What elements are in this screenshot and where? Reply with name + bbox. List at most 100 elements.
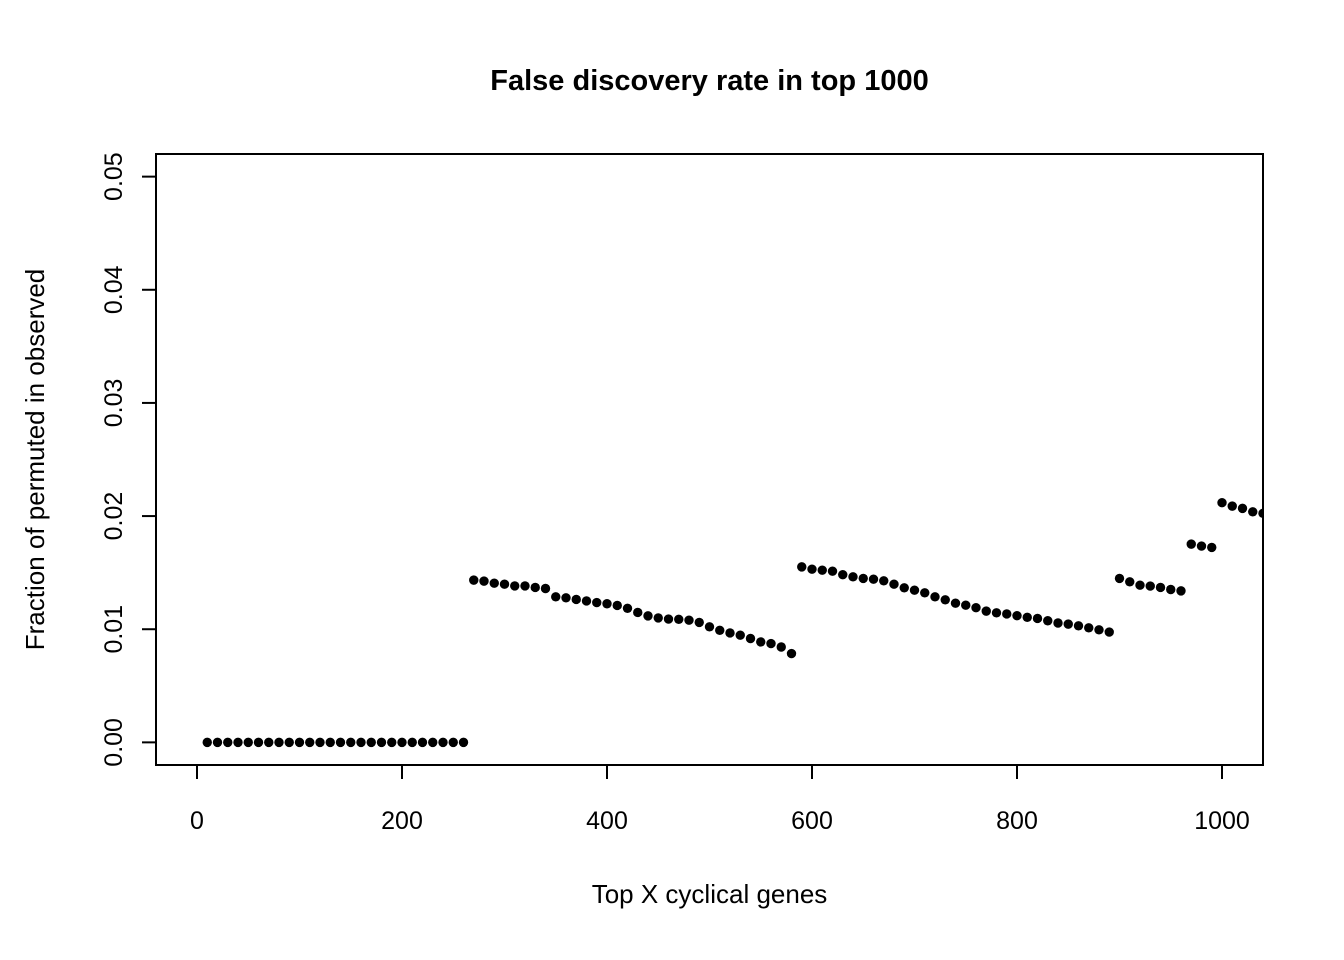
data-point — [602, 599, 612, 609]
data-point — [612, 600, 622, 611]
data-point — [1248, 507, 1258, 517]
data-point — [848, 572, 858, 582]
x-axis-label: Top X cyclical genes — [592, 879, 828, 909]
data-point — [1022, 612, 1032, 623]
data-point — [950, 598, 961, 608]
y-axis-label: Fraction of permuted in observed — [20, 269, 50, 651]
data-point — [1104, 627, 1114, 637]
data-point — [592, 597, 602, 608]
data-point — [510, 581, 520, 591]
data-point — [745, 633, 756, 644]
data-point — [223, 737, 233, 748]
data-point — [991, 608, 1002, 618]
data-point — [1053, 618, 1063, 628]
plot-box — [155, 153, 1264, 766]
data-point — [1094, 625, 1104, 635]
data-point — [899, 583, 909, 593]
data-point — [1258, 508, 1263, 519]
y-tick-label: 0.04 — [100, 265, 128, 314]
data-point — [253, 737, 264, 748]
data-point — [1084, 623, 1094, 633]
data-point — [879, 576, 889, 586]
data-point — [1073, 621, 1084, 631]
data-point — [294, 737, 305, 748]
data-point — [1125, 577, 1135, 587]
data-point — [663, 614, 674, 624]
data-point — [786, 648, 797, 659]
y-tick-label: 0.03 — [100, 379, 128, 428]
data-point — [397, 737, 407, 748]
data-point — [1227, 501, 1237, 511]
data-point — [889, 579, 899, 589]
data-point — [315, 737, 325, 748]
data-point — [581, 596, 592, 606]
data-point — [807, 564, 817, 574]
data-point — [961, 600, 971, 610]
data-point — [356, 737, 366, 748]
data-point — [417, 737, 428, 748]
x-tick-label: 200 — [381, 807, 423, 835]
data-point — [766, 638, 776, 649]
data-point — [756, 637, 766, 647]
data-point — [202, 737, 212, 748]
data-point — [469, 575, 479, 585]
data-point — [1217, 498, 1227, 508]
data-point — [387, 737, 397, 748]
data-point — [735, 630, 745, 640]
y-tick-label: 0.00 — [100, 718, 128, 767]
data-point — [499, 579, 510, 589]
data-point — [1207, 542, 1217, 553]
x-tick-label: 800 — [996, 807, 1038, 835]
data-point — [1063, 619, 1073, 629]
data-point — [243, 737, 253, 748]
data-point — [1032, 613, 1043, 624]
data-point — [633, 607, 643, 618]
data-point — [930, 592, 940, 602]
data-point — [1002, 609, 1012, 619]
data-point — [233, 737, 243, 748]
data-point — [776, 642, 786, 652]
data-point — [346, 737, 356, 748]
chart-title: False discovery rate in top 1000 — [490, 65, 928, 97]
data-point — [366, 737, 376, 748]
data-point — [1237, 503, 1248, 514]
data-point — [684, 615, 694, 625]
data-point — [817, 565, 827, 575]
data-point — [838, 569, 848, 580]
data-point — [858, 573, 868, 584]
data-point — [827, 566, 838, 576]
data-point — [489, 578, 499, 588]
data-point — [971, 603, 981, 613]
data-point — [797, 562, 807, 572]
data-point — [622, 603, 633, 613]
data-point — [561, 593, 571, 603]
axes: 0 200 400 600 800 1000 0.00 0.01 0.02 0.03 0.04 0.0… — [100, 152, 1264, 835]
data-point — [1186, 539, 1196, 549]
data-point — [325, 737, 335, 748]
data-point — [715, 625, 725, 636]
data-point — [674, 614, 684, 624]
data-point — [1166, 584, 1176, 595]
data-point — [643, 611, 653, 621]
data-point — [479, 576, 489, 586]
data-point — [1145, 581, 1155, 591]
data-point — [407, 737, 417, 748]
x-tick-label: 0 — [190, 807, 204, 835]
data-point — [305, 737, 315, 748]
data-point — [981, 606, 991, 616]
data-point — [940, 595, 950, 605]
y-tick-label: 0.05 — [100, 152, 128, 201]
data-point — [920, 588, 930, 598]
data-point — [868, 574, 879, 584]
data-point — [376, 737, 387, 748]
data-point — [264, 737, 274, 748]
data-point — [909, 585, 920, 595]
data-point — [1155, 582, 1166, 593]
x-tick-label: 1000 — [1194, 807, 1250, 835]
data-point — [694, 617, 704, 628]
data-points — [202, 498, 1263, 748]
data-point — [653, 613, 663, 623]
x-tick-label: 400 — [586, 807, 628, 835]
